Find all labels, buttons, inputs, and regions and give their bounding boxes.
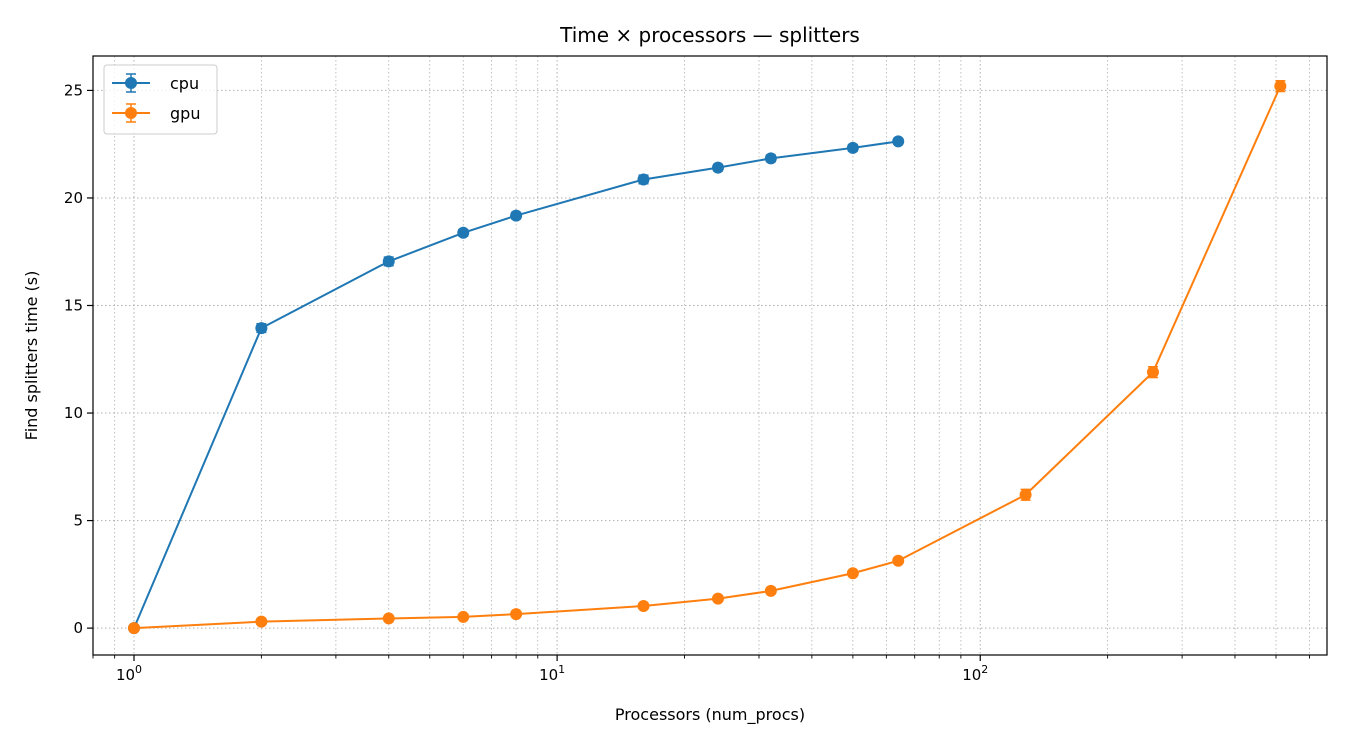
data-point-cpu [892, 135, 905, 148]
x-tick-label: 101 [539, 663, 565, 684]
x-axis-label: Processors (num_procs) [615, 705, 805, 725]
legend-label-gpu: gpu [170, 104, 200, 123]
data-point-gpu [637, 599, 650, 612]
y-tick-label: 5 [73, 512, 83, 530]
y-axis-label: Find splitters time (s) [22, 271, 41, 441]
x-tick-label-exponent: 2 [981, 663, 988, 676]
data-point-cpu [382, 255, 395, 268]
x-tick-label-exponent: 0 [135, 663, 142, 676]
data-point-cpu [711, 161, 724, 174]
data-point-gpu [382, 612, 395, 625]
data-point-gpu [711, 592, 724, 605]
x-tick-label-base: 10 [962, 666, 981, 684]
series-line-cpu [133, 140, 899, 629]
data-point-gpu [892, 554, 905, 567]
data-point-cpu [637, 173, 650, 186]
data-point-gpu [255, 615, 268, 628]
plot-series [128, 79, 1287, 635]
y-tick-label: 0 [73, 619, 83, 637]
data-point-cpu [846, 141, 859, 154]
data-point-gpu [1274, 80, 1287, 93]
x-tick-label: 102 [962, 663, 988, 684]
chart-title: Time × processors — splitters [559, 23, 860, 47]
data-point-gpu [457, 610, 470, 623]
x-tick-label-base: 10 [539, 666, 558, 684]
data-point-gpu [128, 622, 141, 635]
y-tick-label: 15 [64, 296, 83, 314]
legend-label-cpu: cpu [170, 74, 199, 93]
legend-frame [103, 64, 218, 135]
data-point-cpu [457, 226, 470, 239]
x-tick-label: 100 [116, 663, 142, 684]
grid [92, 56, 1327, 655]
y-tick-label: 20 [64, 189, 83, 207]
plot-frame [92, 55, 1328, 656]
data-point-gpu [846, 567, 859, 580]
legend-entry-gpu: gpu [112, 103, 200, 123]
legend-marker-cpu [125, 77, 137, 89]
data-point-gpu [1146, 366, 1159, 379]
data-point-cpu [510, 209, 523, 222]
data-point-cpu [255, 322, 268, 335]
data-point-gpu [510, 608, 523, 621]
x-tick-label-base: 10 [116, 666, 135, 684]
y-tick-label: 10 [64, 404, 83, 422]
legend-marker-gpu [125, 107, 137, 119]
y-tick-label: 25 [64, 81, 83, 99]
legend: cpu gpu [103, 64, 218, 135]
series-gpu [128, 79, 1287, 635]
data-point-gpu [1019, 488, 1032, 501]
data-point-cpu [764, 152, 777, 165]
data-point-gpu [764, 584, 777, 597]
x-tick-label-exponent: 1 [558, 663, 565, 676]
legend-entry-cpu: cpu [112, 73, 199, 93]
